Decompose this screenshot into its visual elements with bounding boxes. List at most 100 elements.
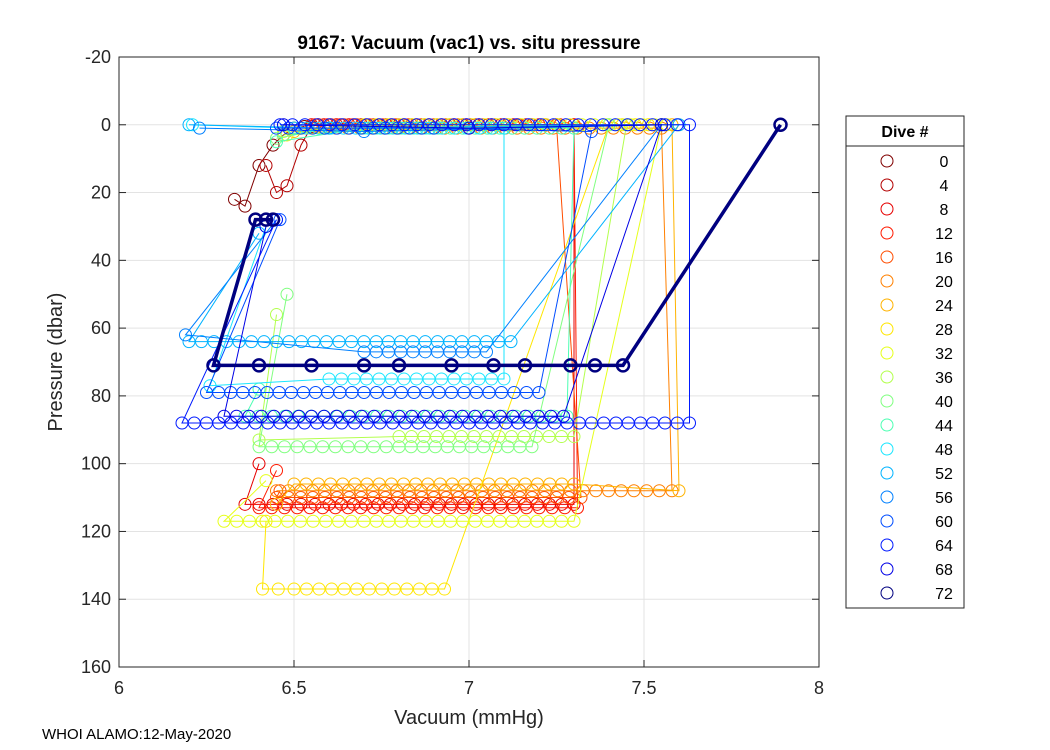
legend-marker: [880, 226, 894, 240]
legend-entry: 16: [880, 250, 953, 267]
data-point: [443, 409, 457, 423]
legend-label: 28: [935, 322, 953, 339]
y-tick-label: 0: [101, 115, 111, 135]
data-point: [354, 501, 368, 515]
data-point: [322, 497, 336, 511]
legend-marker: [880, 538, 894, 552]
data-point: [270, 131, 283, 145]
data-point: [493, 409, 507, 423]
data-point: [322, 372, 336, 386]
data-point: [259, 158, 273, 172]
series-line: [211, 123, 782, 368]
data-point: [193, 121, 206, 135]
y-tick-label: 60: [91, 318, 111, 338]
data-point: [418, 501, 431, 515]
x-tick-label: 7.5: [631, 678, 656, 698]
data-point: [270, 463, 283, 477]
data-point: [238, 497, 252, 511]
legend-marker: [880, 562, 894, 576]
data-point: [328, 440, 342, 454]
data-point: [773, 117, 788, 133]
legend-entry: 64: [880, 538, 953, 555]
legend-marker: [880, 514, 894, 528]
legend-entry: 72: [880, 586, 953, 603]
data-point: [280, 179, 294, 193]
data-point: [217, 409, 231, 423]
series-dive-68: [217, 118, 668, 423]
legend-entry: 48: [880, 442, 953, 459]
data-point: [412, 582, 426, 596]
legend-entry: 36: [880, 370, 953, 387]
data-point: [400, 582, 414, 596]
y-tick-label: 40: [91, 250, 111, 270]
legend-label: 24: [935, 298, 953, 315]
y-tick-label: -20: [85, 47, 111, 67]
data-point: [367, 501, 381, 515]
y-tick-label: 160: [81, 657, 111, 677]
data-point: [287, 582, 301, 596]
data-point: [265, 440, 279, 454]
legend-marker: [880, 154, 894, 168]
data-point: [328, 501, 342, 515]
data-point: [468, 409, 482, 423]
data-point: [520, 501, 533, 515]
data-point: [266, 138, 280, 152]
data-point: [430, 409, 444, 423]
data-point: [627, 484, 641, 498]
legend-entry: 8: [880, 202, 949, 219]
data-point: [270, 484, 283, 498]
data-point: [259, 474, 273, 488]
data-point: [427, 121, 441, 135]
data-point: [357, 514, 371, 528]
legend-marker: [880, 178, 894, 192]
legend-marker: [880, 394, 894, 408]
legend-entry: 44: [880, 418, 953, 435]
data-point: [367, 440, 381, 454]
data-point: [563, 358, 578, 373]
data-point: [271, 582, 285, 596]
data-point: [248, 212, 263, 227]
data-point: [375, 582, 389, 596]
data-point: [306, 514, 320, 528]
data-point: [258, 212, 274, 227]
legend-marker: [880, 490, 894, 504]
data-point: [379, 440, 393, 454]
data-point: [337, 582, 351, 596]
data-point: [325, 582, 339, 596]
series-line: [223, 124, 663, 417]
data-point: [350, 582, 364, 596]
data-point: [392, 430, 406, 444]
data-point: [252, 457, 266, 471]
data-point: [319, 514, 333, 528]
data-point: [438, 582, 451, 596]
data-point: [614, 484, 628, 498]
data-point: [175, 416, 189, 430]
y-tick-label: 100: [81, 454, 111, 474]
legend-label: 56: [935, 490, 953, 507]
data-point: [481, 501, 495, 515]
y-axis-label: Pressure (dbar): [45, 293, 67, 432]
data-point: [255, 514, 269, 528]
data-point: [481, 409, 495, 423]
data-point: [341, 501, 355, 515]
data-point: [280, 287, 294, 301]
x-tick-label: 6: [114, 678, 124, 698]
legend-marker: [880, 418, 894, 432]
data-point: [270, 497, 283, 511]
data-point: [640, 484, 654, 498]
x-tick-label: 7: [464, 678, 474, 698]
legend-entry: 4: [880, 178, 949, 195]
data-point: [270, 135, 283, 149]
data-point: [571, 501, 584, 515]
legend-marker: [880, 274, 894, 288]
data-point: [341, 440, 355, 454]
legend-entry: 60: [880, 514, 953, 531]
data-point: [273, 213, 287, 227]
data-point: [444, 358, 459, 373]
legend-label: 32: [935, 346, 953, 363]
data-point: [354, 440, 368, 454]
data-point: [683, 118, 696, 132]
data-point: [228, 192, 241, 206]
legend-entry: 24: [880, 298, 953, 315]
